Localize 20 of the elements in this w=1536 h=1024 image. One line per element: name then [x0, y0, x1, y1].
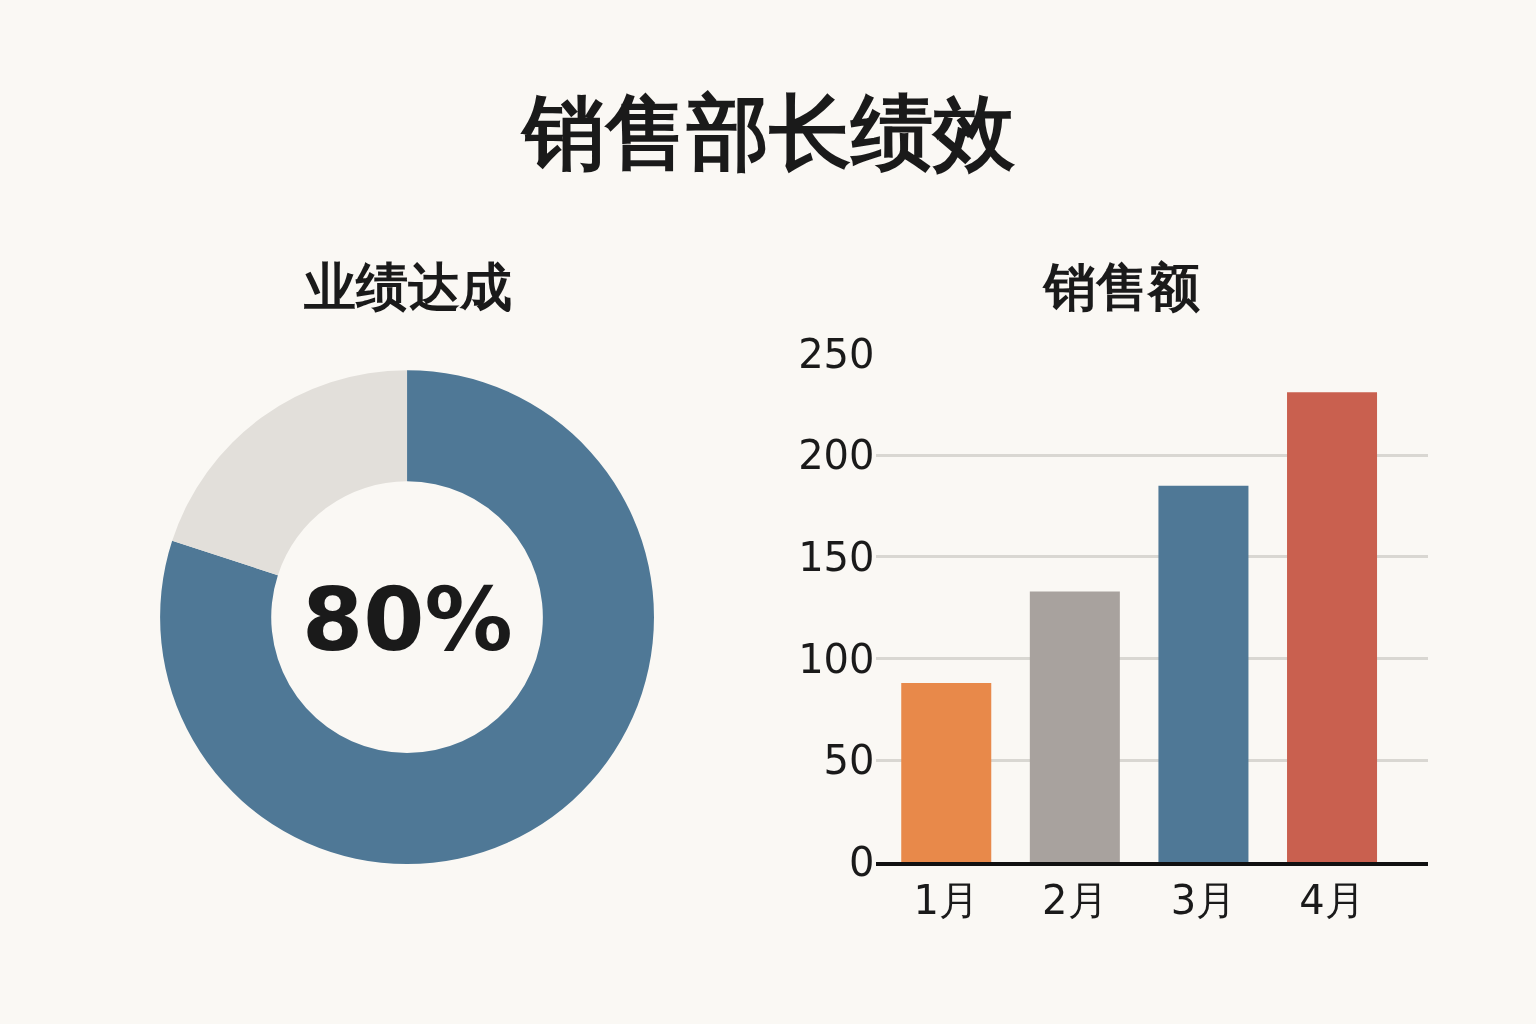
bar: [901, 683, 992, 863]
x-tick-label: 1月: [913, 877, 979, 924]
donut-slice: [160, 370, 654, 864]
y-tick-label: 250: [798, 330, 875, 377]
chart-title: 销售额: [1042, 257, 1200, 317]
y-tick-label: 200: [798, 432, 875, 479]
bar: [1287, 392, 1378, 863]
text: 80%: [302, 568, 513, 671]
y-tick-label: 0: [849, 839, 875, 886]
chart-title: 业绩达成: [303, 257, 512, 317]
x-tick-label: 3月: [1170, 877, 1237, 924]
y-tick-label: 100: [798, 635, 875, 682]
x-tick-label: 2月: [1042, 877, 1108, 924]
donut-slice: [172, 370, 408, 576]
text: 销售部长绩效: [520, 85, 1016, 180]
x-tick-label: 4月: [1299, 877, 1365, 924]
y-tick-label: 150: [798, 533, 875, 580]
bar: [1158, 485, 1249, 863]
y-tick-label: 50: [823, 737, 875, 784]
bar: [1029, 591, 1120, 863]
